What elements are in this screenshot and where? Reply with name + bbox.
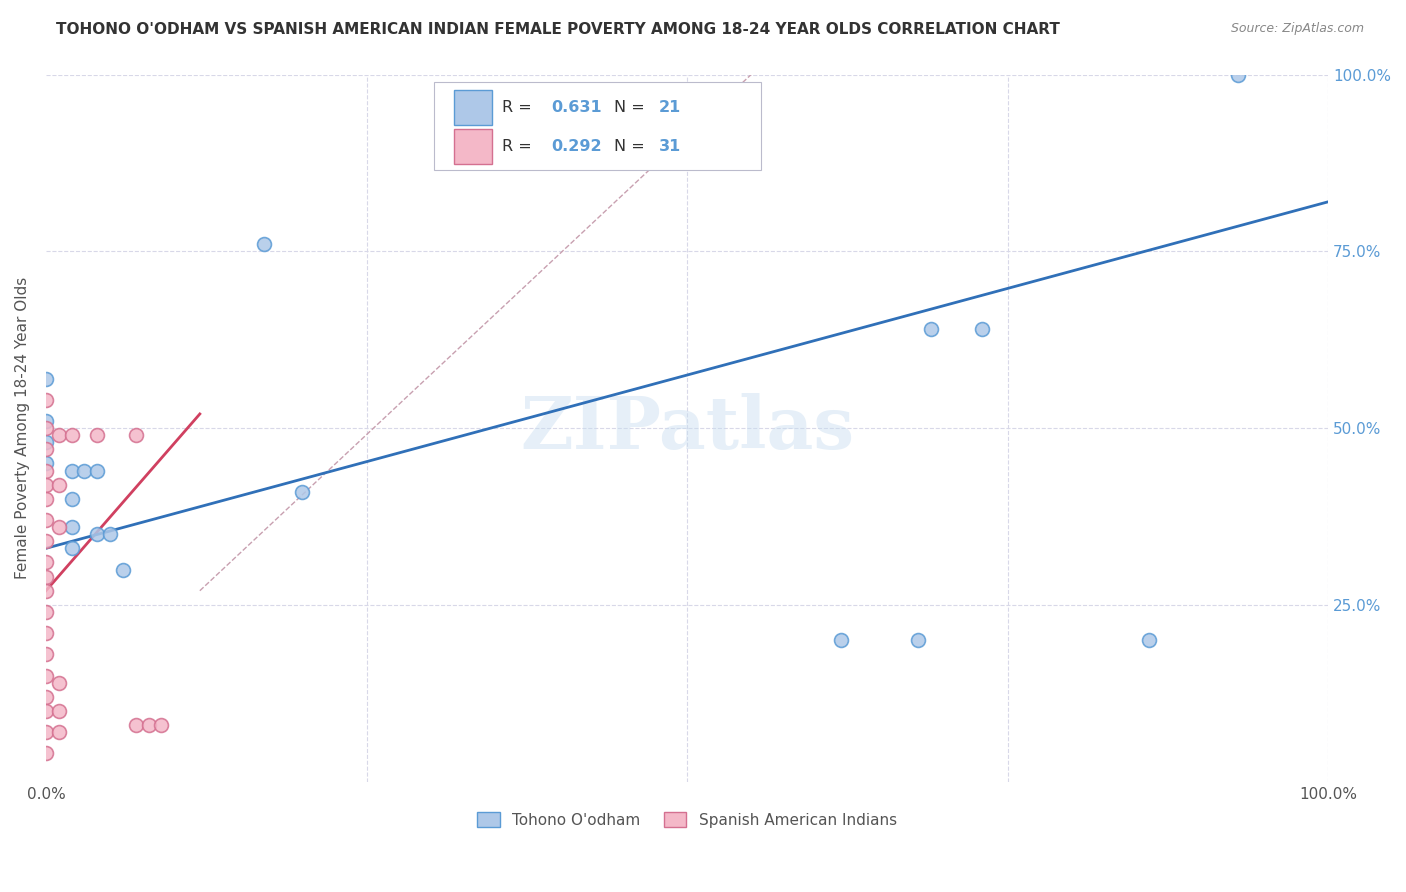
Text: 21: 21	[659, 100, 681, 115]
Point	[35, 442, 58, 457]
Point	[35, 435, 58, 450]
Point	[35, 513, 58, 527]
Point	[35, 648, 58, 662]
Point	[98, 527, 121, 541]
Point	[138, 718, 160, 732]
Text: 0.292: 0.292	[551, 139, 602, 154]
Point	[920, 322, 942, 336]
Point	[73, 463, 96, 477]
Point	[60, 541, 83, 556]
Point	[35, 421, 58, 435]
Point	[830, 633, 852, 648]
Bar	[454, 128, 492, 164]
Point	[35, 747, 58, 761]
Point	[125, 718, 148, 732]
Point	[150, 718, 173, 732]
Point	[48, 520, 70, 534]
FancyBboxPatch shape	[434, 81, 762, 170]
Point	[111, 562, 134, 576]
Text: ZIPatlas: ZIPatlas	[520, 392, 853, 464]
Point	[35, 457, 58, 471]
Point	[970, 322, 993, 336]
Point	[35, 569, 58, 583]
Point	[35, 414, 58, 428]
Point	[907, 633, 929, 648]
Point	[35, 583, 58, 598]
Point	[86, 428, 108, 442]
Point	[35, 704, 58, 718]
Y-axis label: Female Poverty Among 18-24 Year Olds: Female Poverty Among 18-24 Year Olds	[15, 277, 30, 579]
Point	[48, 675, 70, 690]
Text: TOHONO O'ODHAM VS SPANISH AMERICAN INDIAN FEMALE POVERTY AMONG 18-24 YEAR OLDS C: TOHONO O'ODHAM VS SPANISH AMERICAN INDIA…	[56, 22, 1060, 37]
Point	[60, 520, 83, 534]
Point	[60, 428, 83, 442]
Point	[35, 463, 58, 477]
Text: 31: 31	[659, 139, 681, 154]
Point	[48, 428, 70, 442]
Point	[1137, 633, 1160, 648]
Point	[125, 428, 148, 442]
Point	[1227, 68, 1250, 82]
Point	[35, 690, 58, 704]
Point	[35, 605, 58, 619]
Text: 0.631: 0.631	[551, 100, 602, 115]
Point	[35, 392, 58, 407]
Point	[35, 668, 58, 682]
Point	[35, 626, 58, 640]
Point	[86, 463, 108, 477]
Text: R =: R =	[502, 100, 537, 115]
Point	[60, 491, 83, 506]
Text: Source: ZipAtlas.com: Source: ZipAtlas.com	[1230, 22, 1364, 36]
Point	[35, 556, 58, 570]
Point	[253, 237, 276, 252]
Point	[48, 704, 70, 718]
Point	[86, 527, 108, 541]
Bar	[454, 90, 492, 125]
Point	[48, 725, 70, 739]
Point	[48, 477, 70, 491]
Text: N =: N =	[614, 139, 650, 154]
Point	[35, 477, 58, 491]
Point	[291, 484, 314, 499]
Point	[60, 463, 83, 477]
Legend: Tohono O'odham, Spanish American Indians: Tohono O'odham, Spanish American Indians	[471, 806, 903, 834]
Point	[35, 491, 58, 506]
Text: N =: N =	[614, 100, 650, 115]
Point	[35, 371, 58, 385]
Text: R =: R =	[502, 139, 537, 154]
Point	[35, 725, 58, 739]
Point	[35, 534, 58, 549]
